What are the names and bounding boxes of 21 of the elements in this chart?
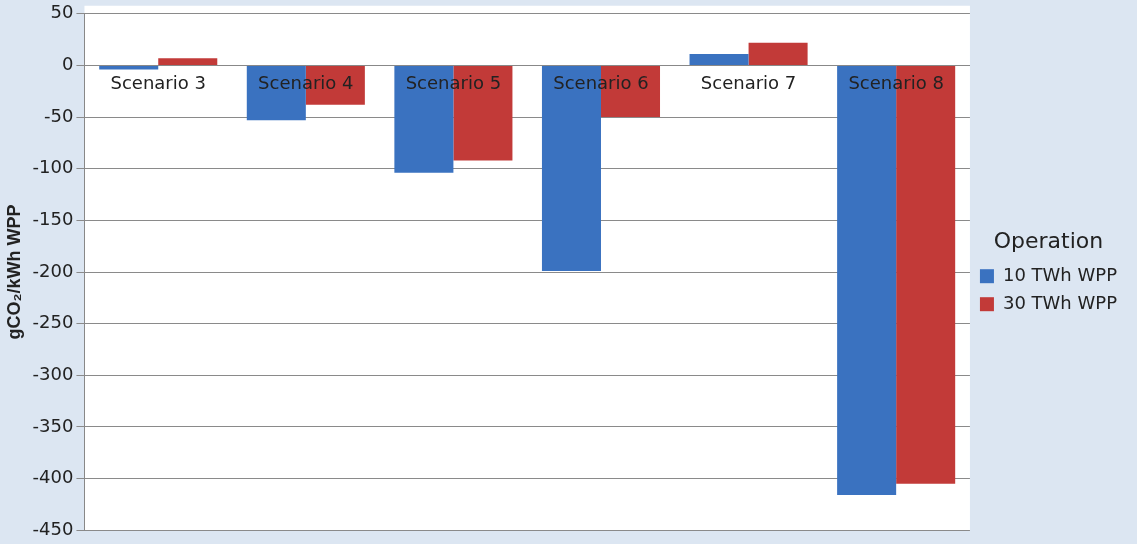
bar <box>99 65 159 70</box>
y-axis-title: gCO₂/kWh WPP <box>3 204 24 340</box>
legend-label: 10 TWh WPP <box>1002 263 1118 285</box>
bar <box>689 54 749 65</box>
x-tick-label: Scenario 3 <box>110 72 206 94</box>
y-tick-label: -450 <box>32 517 74 539</box>
legend-title: Operation <box>993 227 1104 253</box>
y-tick-label: -100 <box>32 156 74 178</box>
bar <box>748 42 808 65</box>
y-tick-label: 0 <box>62 53 74 75</box>
y-tick-label: -50 <box>44 104 74 126</box>
legend-label: 30 TWh WPP <box>1002 291 1118 313</box>
y-tick-label: -250 <box>32 311 74 333</box>
x-tick-label: Scenario 7 <box>700 72 797 94</box>
y-tick-label: -300 <box>32 362 74 384</box>
bar <box>158 58 218 65</box>
y-tick-label: 50 <box>50 1 74 23</box>
y-tick-label: -350 <box>32 414 74 436</box>
y-tick-label: -150 <box>32 208 74 230</box>
y-tick-label: -200 <box>32 259 74 281</box>
y-tick-label: -400 <box>32 466 74 488</box>
